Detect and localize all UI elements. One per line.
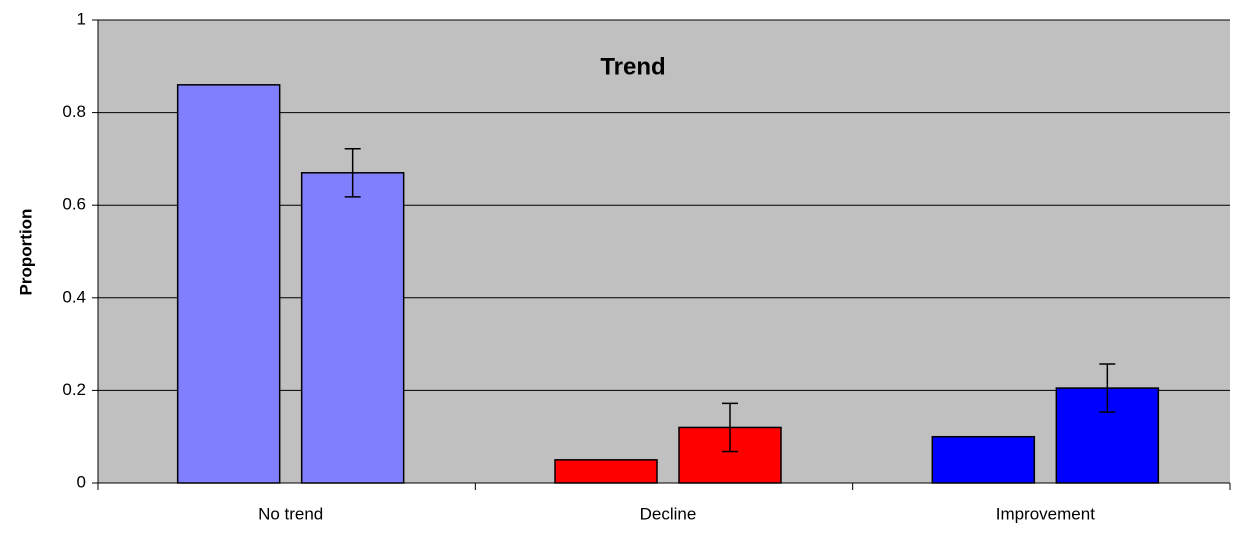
chart-title: Trend — [600, 53, 665, 80]
bar — [300, 172, 405, 484]
x-tick-label: Decline — [640, 504, 697, 523]
x-tick-label: Improvement — [996, 504, 1095, 523]
error-bar — [1099, 363, 1116, 413]
y-tick-label: 0.8 — [62, 102, 86, 121]
y-axis-label: Proportion — [16, 209, 35, 296]
y-tick-label: 1 — [77, 9, 86, 28]
y-tick-label: 0.4 — [62, 287, 86, 306]
x-tick-label: No trend — [258, 504, 323, 523]
y-tick-label: 0.6 — [62, 195, 86, 214]
plot-area — [98, 20, 1230, 483]
error-bar — [344, 147, 361, 198]
y-tick-label: 0 — [77, 472, 86, 491]
bar — [931, 435, 1036, 484]
error-bar — [722, 402, 738, 453]
bar — [176, 84, 281, 484]
y-tick-label: 0.2 — [62, 380, 86, 399]
bar — [554, 459, 658, 484]
